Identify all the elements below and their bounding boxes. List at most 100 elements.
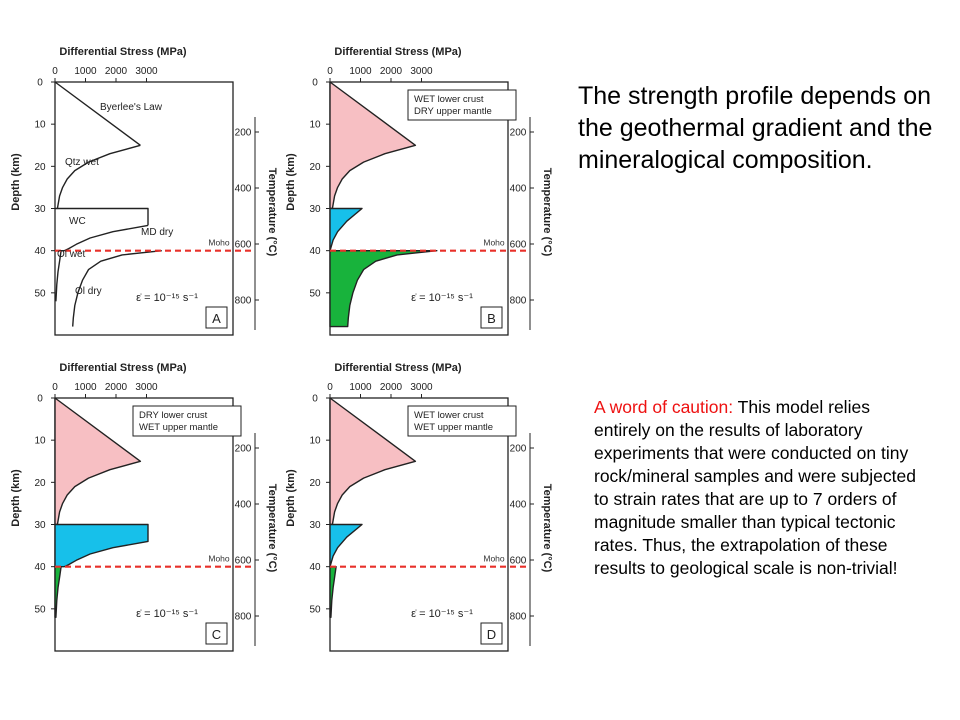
- moho-label: Moho: [483, 238, 505, 248]
- series-mantle-area: [329, 566, 337, 618]
- x-tick-label: 2000: [105, 66, 128, 77]
- legend-entry: DRY lower crust: [139, 410, 208, 421]
- series-lower-crust-area: [329, 397, 417, 526]
- temperature-tick-label: 600: [510, 240, 527, 251]
- panel-label: A: [212, 311, 221, 326]
- legend-entry: DRY upper mantle: [414, 106, 492, 117]
- y-tick-label: 20: [34, 162, 46, 173]
- x-tick-label: 0: [52, 66, 58, 77]
- temperature-axis-title: Temperature (°C): [541, 484, 553, 573]
- series-mid-crust-area: [329, 207, 363, 252]
- annotation-label: Qtz wet: [65, 157, 99, 168]
- x-tick-label: 2000: [380, 66, 403, 77]
- y-tick-label: 10: [34, 436, 46, 447]
- x-tick-label: 2000: [380, 382, 403, 393]
- caution-body: This model relies entirely on the result…: [594, 397, 916, 578]
- main-statement: The strength profile depends on the geot…: [578, 82, 933, 174]
- strain-rate-label: ε̇ = 10⁻¹⁵ s⁻¹: [411, 608, 473, 620]
- moho-label: Moho: [208, 238, 230, 248]
- panel-b: Differential Stress (MPa)0 1000 2000 300001…: [285, 46, 553, 336]
- series-lower-crust-area: [54, 397, 142, 526]
- annotation-label: Ol dry: [75, 286, 102, 297]
- x-tick-label: 3000: [135, 382, 158, 393]
- annotation-label: Ol wet: [57, 249, 86, 260]
- y-tick-label: 40: [309, 246, 321, 257]
- y-tick-label: 30: [34, 520, 46, 531]
- x-tick-label: 3000: [135, 66, 158, 77]
- y-tick-label: 50: [34, 604, 46, 615]
- legend-entry: WET lower crust: [414, 410, 484, 421]
- y-tick-label: 0: [312, 78, 318, 89]
- annotation-label: MD dry: [141, 227, 173, 238]
- x-tick-label: 1000: [74, 382, 97, 393]
- panel-label-box: [480, 622, 503, 645]
- legend-box: [407, 405, 517, 437]
- panel-a: Differential Stress (MPa)0 1000 2000 300001…: [10, 46, 278, 336]
- panel-label: B: [487, 311, 496, 326]
- x-tick-label: 1000: [349, 382, 372, 393]
- y-tick-label: 20: [309, 162, 321, 173]
- y-tick-label: 0: [37, 78, 43, 89]
- legend-box: [132, 405, 242, 437]
- x-tick-label: 1000: [349, 66, 372, 77]
- x-tick-label: 3000: [410, 382, 433, 393]
- temperature-axis-title: Temperature (°C): [266, 484, 278, 573]
- y-tick-label: 30: [34, 204, 46, 215]
- series-line-4: [55, 250, 62, 302]
- y-tick-label: 40: [309, 562, 321, 573]
- temperature-tick-label: 400: [235, 500, 252, 511]
- caution-lead: A word of caution:: [594, 397, 734, 417]
- panel-d: Differential Stress (MPa)0 1000 2000 300001…: [285, 362, 553, 652]
- y-tick-label: 40: [34, 562, 46, 573]
- temperature-tick-label: 200: [510, 128, 527, 139]
- panel-label-box: [205, 306, 228, 329]
- series-line-3: [61, 224, 149, 252]
- temperature-axis-title: Temperature (°C): [266, 168, 278, 257]
- y-tick-label: 40: [34, 246, 46, 257]
- panel-label: D: [487, 627, 496, 642]
- panel-label-box: [205, 622, 228, 645]
- series-line-0: [54, 81, 141, 146]
- series-line-1: [56, 144, 141, 209]
- annotation-label: WC: [69, 216, 86, 227]
- temperature-tick-label: 800: [235, 612, 252, 623]
- temperature-tick-label: 800: [510, 612, 527, 623]
- legend-box: [407, 89, 517, 121]
- x-tick-label: 1000: [74, 66, 97, 77]
- series-mid-crust-area: [329, 523, 363, 568]
- y-tick-label: 0: [312, 394, 318, 405]
- y-tick-label: 10: [309, 436, 321, 447]
- temperature-tick-label: 600: [235, 556, 252, 567]
- strain-rate-label: ε̇ = 10⁻¹⁵ s⁻¹: [411, 292, 473, 304]
- x-tick-label: 0: [327, 66, 333, 77]
- temperature-tick-label: 200: [235, 128, 252, 139]
- y-axis-title: Depth (km): [10, 153, 22, 211]
- series-line-2: [55, 207, 149, 226]
- strain-rate-label: ε̇ = 10⁻¹⁵ s⁻¹: [136, 608, 198, 620]
- temperature-tick-label: 600: [510, 556, 527, 567]
- temperature-tick-label: 400: [235, 184, 252, 195]
- x-axis-title: Differential Stress (MPa): [59, 46, 186, 58]
- x-axis-title: Differential Stress (MPa): [59, 362, 186, 374]
- y-axis-title: Depth (km): [285, 153, 297, 211]
- y-tick-label: 10: [309, 120, 321, 131]
- legend-entry: WET lower crust: [414, 94, 484, 105]
- caution-note: A word of caution: This model relies ent…: [594, 396, 924, 580]
- x-tick-label: 3000: [410, 66, 433, 77]
- strain-rate-label: ε̇ = 10⁻¹⁵ s⁻¹: [136, 292, 198, 304]
- y-tick-label: 50: [309, 604, 321, 615]
- y-tick-label: 50: [309, 288, 321, 299]
- legend-entry: WET upper mantle: [139, 422, 218, 433]
- panel-label-box: [480, 306, 503, 329]
- legend-entry: WET upper mantle: [414, 422, 493, 433]
- annotation-label: Byerlee's Law: [100, 102, 163, 113]
- x-tick-label: 2000: [105, 382, 128, 393]
- panel-c: Differential Stress (MPa)0 1000 2000 300001…: [10, 362, 278, 652]
- temperature-tick-label: 600: [235, 240, 252, 251]
- temperature-tick-label: 400: [510, 184, 527, 195]
- temperature-axis-title: Temperature (°C): [541, 168, 553, 257]
- y-tick-label: 20: [309, 478, 321, 489]
- temperature-tick-label: 800: [510, 296, 527, 307]
- panel-label: C: [212, 627, 221, 642]
- series-mid-crust-area: [54, 523, 149, 568]
